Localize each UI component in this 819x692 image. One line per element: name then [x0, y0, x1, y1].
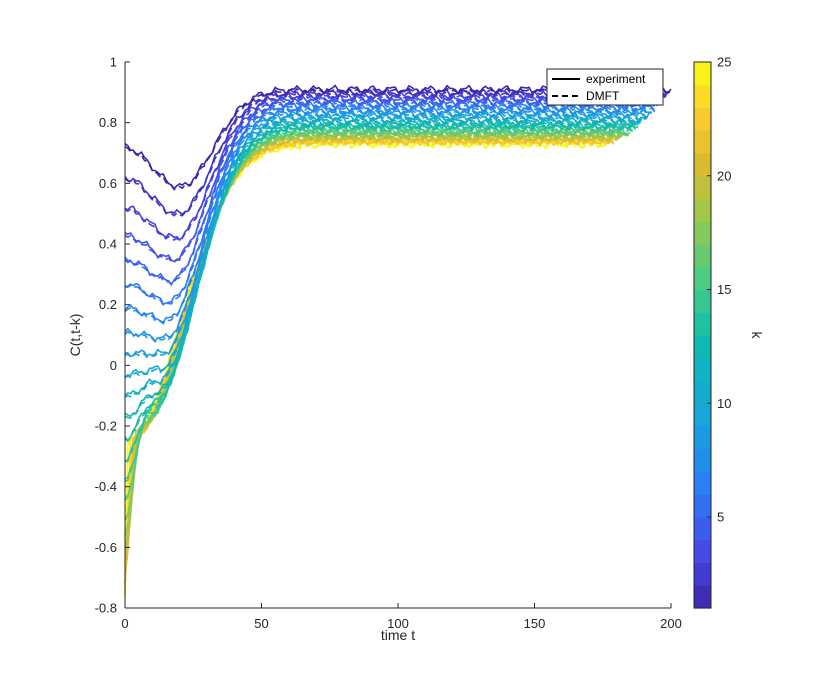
series-line-k10-dmft [124, 114, 647, 379]
colorbar-cell [694, 221, 711, 245]
series-line-k16-dmft [124, 129, 631, 501]
y-tick-label: -0.2 [95, 419, 117, 434]
colorbar-cell [694, 198, 711, 222]
series-line-k19-dmft [124, 132, 623, 550]
series-line-k24-experiment [124, 135, 609, 592]
series-line-k14-dmft [124, 123, 637, 463]
colorbar-tick-label: 5 [717, 510, 724, 525]
series-line-k20-dmft [124, 135, 620, 562]
y-axis-label: C(t,t-k) [67, 314, 83, 357]
y-ticks: -0.8 -0.6 -0.4 -0.2 0 0.2 0.4 0.6 0.8 1 [95, 55, 130, 616]
y-tick-label: 0.2 [99, 297, 117, 312]
colorbar-cell [694, 539, 711, 564]
colorbar-tick-label: 25 [717, 55, 731, 70]
colorbar: 5 10 15 20 25 k [693, 55, 765, 609]
x-tick-label: 0 [121, 616, 128, 631]
colorbar-cell [694, 153, 711, 177]
colorbar-cell [694, 244, 711, 268]
y-tick-label: -0.8 [95, 601, 117, 616]
series-line-k21-experiment [124, 132, 617, 574]
y-tick-label: 0.8 [99, 115, 117, 130]
series-line-k20-experiment [124, 132, 620, 560]
series-line-k18-dmft [124, 132, 626, 537]
series-line-k7-dmft [124, 105, 656, 325]
series-line-k21-dmft [124, 135, 617, 575]
colorbar-cell [694, 494, 711, 518]
x-axis-label: time t [381, 627, 415, 643]
y-tick-label: -0.6 [95, 540, 117, 555]
series-line-k12-dmft [124, 120, 642, 419]
colorbar-cell [694, 130, 711, 154]
y-tick-label: 1 [110, 55, 117, 70]
colorbar-cell [694, 335, 711, 359]
colorbar-cell [694, 562, 711, 586]
colorbar-cell [694, 471, 711, 495]
series-line-k23-experiment [124, 135, 611, 583]
series-line-k11-dmft [124, 117, 645, 398]
colorbar-cell [694, 448, 711, 473]
series-line-k19-experiment [124, 129, 623, 548]
colorbar-tick-label: 20 [717, 168, 731, 183]
legend-dmft-label: DMFT [586, 89, 620, 103]
colorbar-cell [694, 585, 711, 609]
colorbar-cell [694, 84, 711, 109]
series-line-k25-dmft [124, 141, 606, 598]
x-ticks: 0 50 100 150 200 [121, 603, 682, 631]
x-tick-label: 50 [254, 616, 268, 631]
x-tick-label: 150 [524, 616, 546, 631]
series-line-k22-dmft [124, 138, 615, 583]
colorbar-cell [694, 357, 711, 382]
series-line-k13-experiment [124, 120, 639, 442]
y-tick-label: 0.4 [99, 237, 117, 252]
series-line-k25-experiment [124, 138, 606, 598]
series-line-k8-dmft [124, 108, 652, 343]
colorbar-cell [694, 312, 711, 336]
colorbar-ticks: 5 10 15 20 25 [707, 55, 731, 525]
y-tick-label: 0.6 [99, 176, 117, 191]
colorbar-cells [694, 62, 711, 609]
colorbar-label: k [749, 332, 765, 340]
colorbar-cell [694, 175, 711, 200]
y-tick-label: 0 [110, 358, 117, 373]
series-line-k15-experiment [124, 123, 634, 480]
y-tick-label: -0.4 [95, 479, 117, 494]
colorbar-frame [693, 61, 712, 609]
series-line-k6-experiment [124, 99, 658, 305]
series-line-k16-experiment [124, 126, 631, 498]
colorbar-cell [694, 62, 711, 86]
colorbar-tick-label: 10 [717, 396, 731, 411]
series-line-k24-dmft [124, 138, 609, 594]
series-line-k14-experiment [124, 120, 637, 462]
legend: experiment DMFT [546, 68, 664, 106]
x-tick-label: 200 [660, 616, 682, 631]
series-curves [124, 84, 672, 598]
colorbar-tick-label: 15 [717, 282, 731, 297]
colorbar-cell [694, 107, 711, 131]
series-line-k15-dmft [124, 126, 634, 483]
colorbar-cell [694, 426, 711, 450]
series-line-k23-dmft [124, 138, 612, 587]
colorbar-cell [694, 403, 711, 427]
legend-experiment-label: experiment [586, 72, 646, 86]
colorbar-cell [694, 266, 711, 291]
colorbar-cell [694, 380, 711, 404]
x-tick-label: 100 [387, 616, 409, 631]
colorbar-cell [694, 517, 711, 541]
colorbar-cell [694, 289, 711, 313]
series-line-k22-experiment [124, 135, 615, 581]
series-line-k13-dmft [124, 123, 639, 443]
legend-box [546, 68, 664, 106]
series-line-k17-experiment [124, 126, 628, 520]
